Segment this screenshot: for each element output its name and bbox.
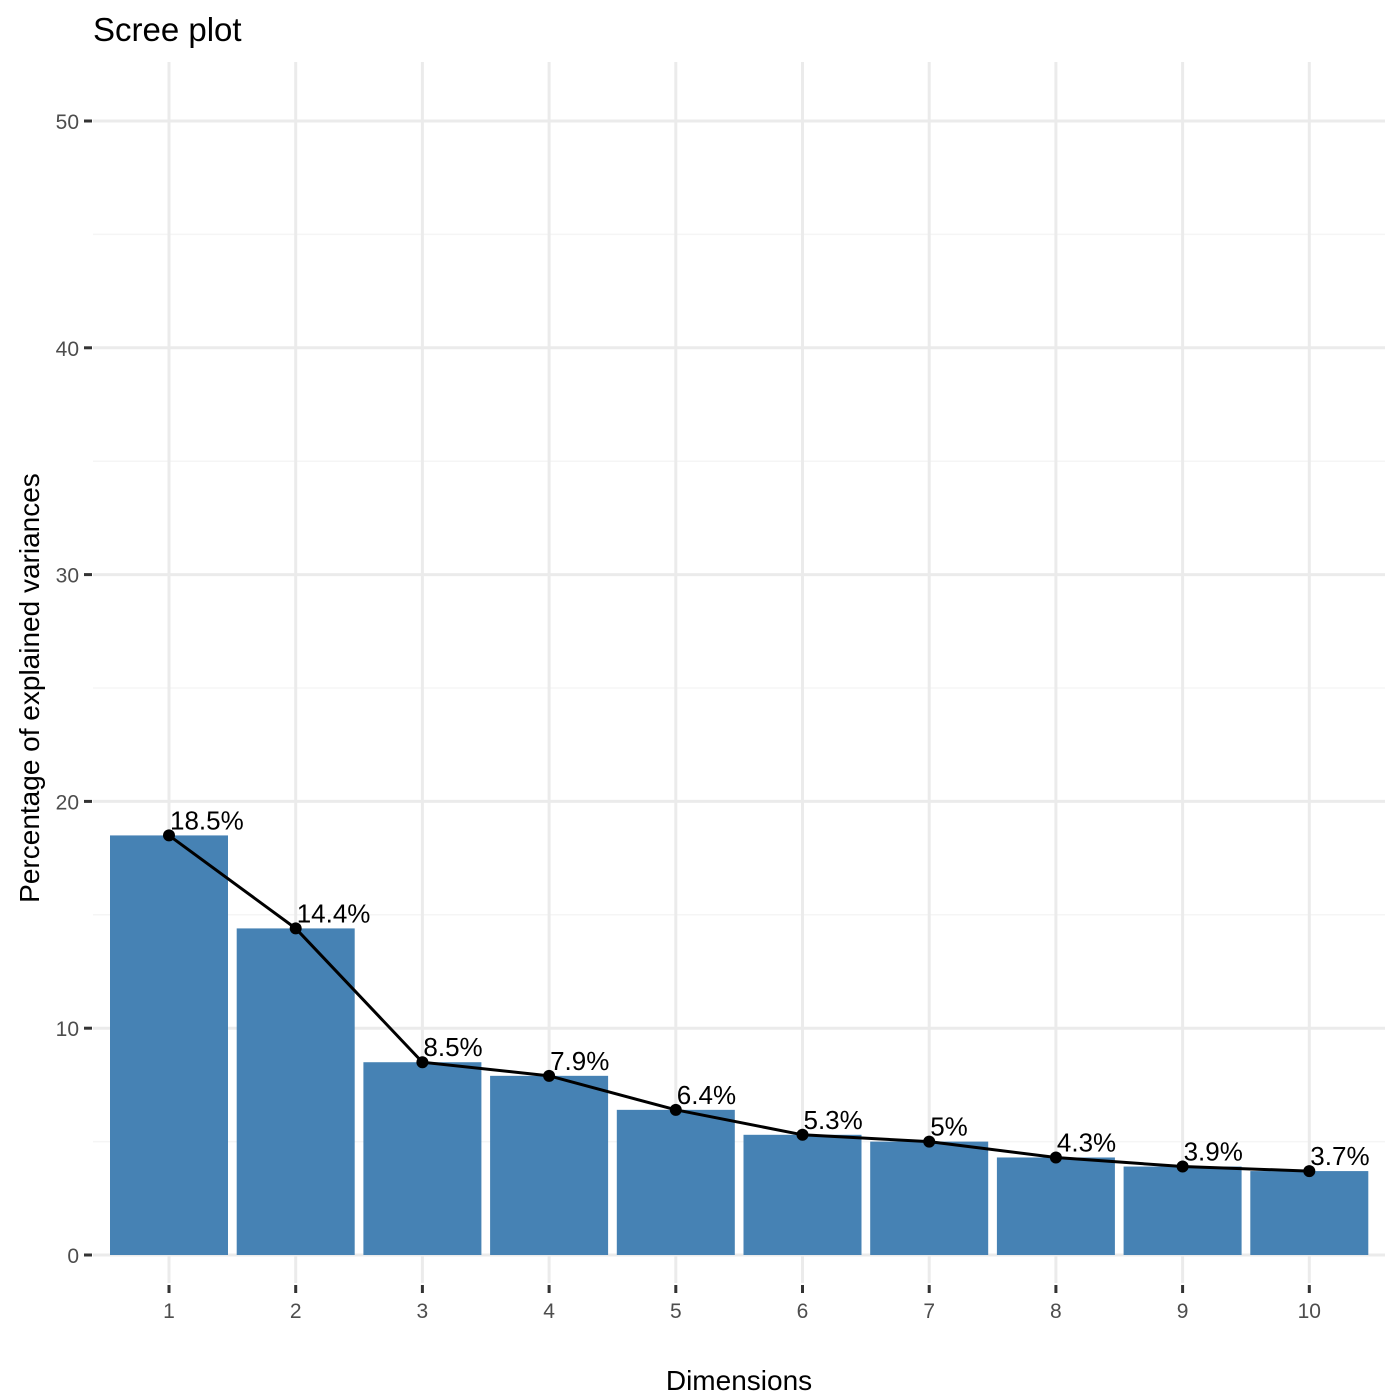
bar-dimension-1 — [110, 835, 228, 1255]
x-tick-label: 10 — [1298, 1300, 1321, 1323]
x-tick-label: 2 — [290, 1300, 302, 1323]
data-label: 5% — [930, 1112, 968, 1142]
trend-line-group — [163, 829, 1316, 1178]
trend-point — [289, 922, 302, 935]
y-tick-label: 30 — [56, 565, 79, 588]
trend-point — [416, 1056, 429, 1069]
data-label: 7.9% — [550, 1046, 609, 1076]
axes: 0 10 20 30 40 50 1 2 3 4 5 6 7 8 9 10 — [56, 111, 1321, 1323]
trend-point — [1303, 1165, 1316, 1178]
x-tick-label: 3 — [417, 1300, 429, 1323]
x-tick-label: 9 — [1177, 1300, 1189, 1323]
trend-line — [168, 834, 1310, 1173]
trend-point — [669, 1103, 682, 1116]
bar-dimension-8 — [996, 1157, 1115, 1255]
y-tick-label: 40 — [56, 338, 79, 361]
data-labels: 18.5% 14.4% 8.5% 7.9% 6.4% 5.3% 5% 4.3% 3.9% 3.7% — [170, 805, 1370, 1171]
data-label: 4.3% — [1057, 1127, 1116, 1157]
x-tick-label: 8 — [1050, 1300, 1062, 1323]
y-tick-label: 0 — [67, 1245, 79, 1268]
bars — [110, 835, 1369, 1255]
x-tick-label: 5 — [670, 1300, 682, 1323]
bar-dimension-9 — [1123, 1166, 1242, 1255]
bar-dimension-3 — [363, 1062, 482, 1255]
trend-point — [163, 829, 175, 842]
y-tick-label: 50 — [56, 111, 79, 134]
trend-point — [1049, 1151, 1062, 1164]
y-axis-title: Percentage of explained variances — [14, 473, 45, 903]
bar-dimension-5 — [616, 1109, 735, 1255]
x-tick-label: 6 — [797, 1300, 809, 1323]
trend-point — [1176, 1160, 1189, 1173]
data-label: 3.9% — [1184, 1137, 1243, 1167]
bar-dimension-6 — [743, 1134, 862, 1255]
bar-dimension-2 — [236, 928, 355, 1255]
bar-dimension-4 — [490, 1075, 609, 1255]
chart-title: Scree plot — [93, 11, 242, 48]
trend-point — [923, 1135, 936, 1148]
data-label: 6.4% — [677, 1080, 736, 1110]
data-label: 5.3% — [804, 1105, 863, 1135]
data-label: 18.5% — [170, 805, 244, 835]
data-label: 3.7% — [1310, 1141, 1369, 1171]
y-tick-label: 20 — [56, 791, 79, 814]
x-axis-title: Dimensions — [666, 1365, 812, 1396]
data-label: 14.4% — [297, 898, 371, 928]
data-label: 8.5% — [423, 1032, 482, 1062]
trend-point — [796, 1128, 809, 1141]
bar-dimension-10 — [1250, 1171, 1369, 1255]
y-tick-label: 10 — [56, 1018, 79, 1041]
x-tick-label: 4 — [543, 1300, 555, 1323]
bar-dimension-7 — [870, 1141, 989, 1255]
x-tick-label: 1 — [163, 1300, 175, 1323]
x-tick-label: 7 — [923, 1300, 935, 1323]
trend-point — [543, 1069, 556, 1082]
